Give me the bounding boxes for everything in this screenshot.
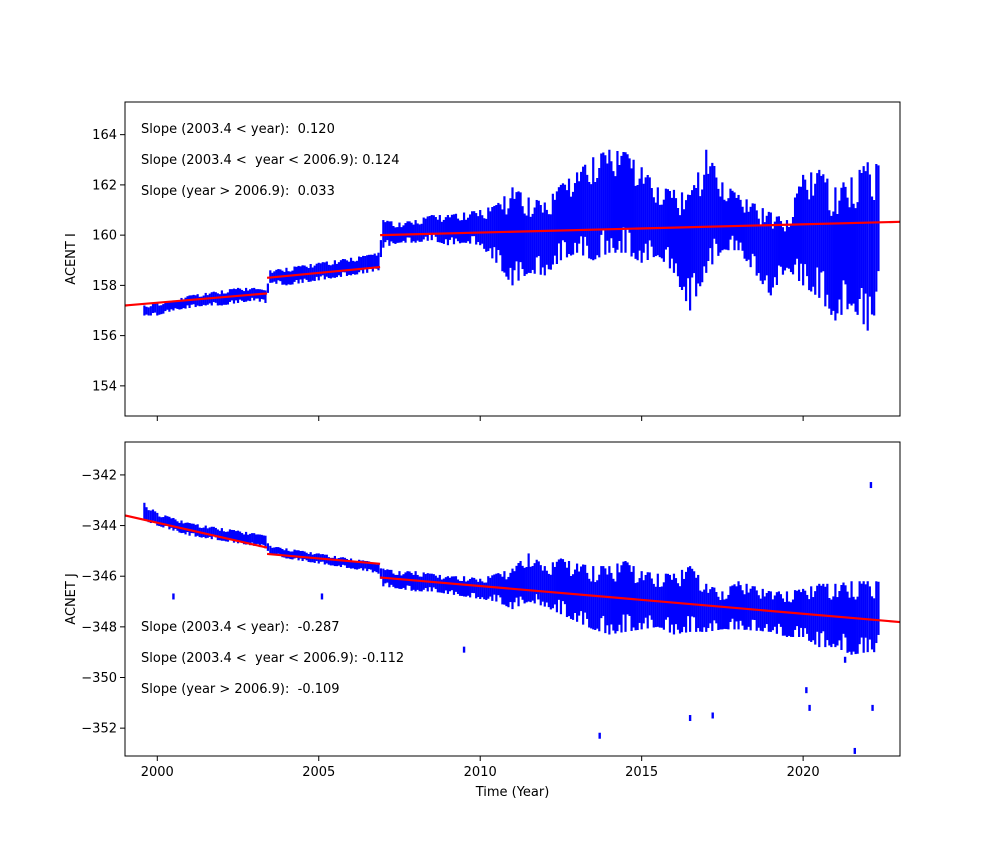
bottom-outlier-point-0 [172, 593, 175, 600]
bottom-outlier-point-1 [320, 593, 324, 600]
top-plot-area [125, 149, 900, 331]
top-y-tick-label-0: 154 [92, 379, 117, 394]
bottom-outlier-point-3 [537, 593, 540, 600]
bottom-y-tick-label-3: −346 [81, 570, 117, 585]
bottom-y-tick-label-0: −352 [81, 722, 117, 737]
top-fit-line-2 [380, 220, 900, 237]
bottom-outlier-point-7 [805, 687, 808, 694]
bottom-outlier-point-12 [871, 704, 874, 711]
top-y-tick-label-5: 164 [92, 128, 117, 143]
bottom-x-axis-label: Time (Year) [475, 785, 550, 800]
bottom-outlier-point-4 [598, 732, 601, 739]
top-axes-frame [124, 101, 901, 417]
bottom-fit-line-0 [125, 514, 268, 549]
top-y-tick-label-4: 162 [92, 178, 117, 193]
bottom-outlier-point-11 [869, 482, 873, 489]
top-y-axis-label: ACENT I [64, 233, 79, 285]
bottom-outlier-point-10 [853, 747, 856, 754]
top-fit-line-0 [125, 292, 268, 307]
bottom-x-tick-label-0: 2000 [141, 765, 174, 780]
bottom-fit-line-1 [266, 552, 381, 565]
bottom-slope-annotation-1: Slope (2003.4 < year < 2006.9): -0.112 [141, 651, 404, 666]
bottom-x-tick-label-4: 2020 [787, 765, 820, 780]
top-y-tick-label-1: 156 [92, 329, 117, 344]
bottom-y-axis-label: ACNET J [64, 573, 79, 625]
top-chart-panel: 154 156 158 160 162 164 ACENT I Slope (2003.4 <… [64, 101, 901, 421]
bottom-y-tick-label-1: −350 [81, 671, 117, 686]
bottom-plot-area [125, 482, 900, 754]
top-y-tick-label-2: 158 [92, 279, 117, 294]
bottom-fit-line-2 [380, 576, 900, 624]
bottom-outlier-point-9 [843, 656, 847, 663]
bottom-y-tick-label-2: −348 [81, 620, 117, 635]
bottom-chart-panel: 2000 2005 2010 2015 2020 −352 −350 −348 −346 −344… [64, 441, 901, 800]
bottom-x-tick-label-1: 2005 [302, 765, 335, 780]
top-y-tick-label-3: 160 [92, 229, 117, 244]
top-slope-annotation-1: Slope (2003.4 < year < 2006.9): 0.124 [141, 153, 400, 168]
bottom-y-tick-label-5: −342 [81, 468, 117, 483]
top-slope-annotation-2: Slope (year > 2006.9): 0.033 [141, 184, 335, 199]
bottom-outlier-point-5 [688, 715, 692, 722]
bottom-outlier-point-6 [711, 712, 714, 719]
bottom-outlier-point-2 [462, 646, 466, 653]
bottom-axes-frame [124, 441, 901, 757]
top-fit-line-1 [266, 265, 381, 279]
top-slope-annotation-0: Slope (2003.4 < year): 0.120 [141, 122, 335, 137]
bottom-y-tick-label-4: −344 [81, 519, 117, 534]
bottom-slope-annotation-2: Slope (year > 2006.9): -0.109 [141, 682, 340, 697]
bottom-x-tick-label-3: 2015 [625, 765, 658, 780]
bottom-x-tick-label-2: 2010 [464, 765, 497, 780]
bottom-outlier-point-8 [808, 704, 811, 711]
bottom-slope-annotation-0: Slope (2003.4 < year): -0.287 [141, 620, 340, 635]
